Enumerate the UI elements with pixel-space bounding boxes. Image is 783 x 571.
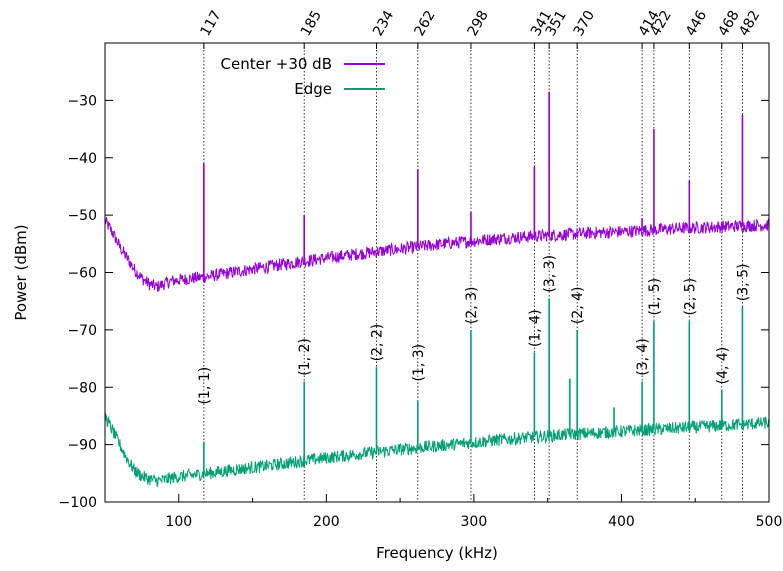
mode-label-370: (2, 4) (570, 286, 586, 324)
mode-label-422: (1, 5) (647, 278, 663, 316)
series-noise-line (104, 216, 770, 292)
y-tick-label--60: −60 (67, 266, 97, 282)
mode-label-468: (4, 4) (715, 347, 731, 385)
y-tick-label--100: −100 (59, 495, 97, 511)
mode-labels: (1, 1) (1, 2) (2, 2) (1, 3) (2, 3) (1, 4) (3, … (197, 255, 752, 405)
y-axis-title: Power (dBm) (12, 224, 30, 320)
x-tick-label-100: 100 (165, 514, 192, 530)
x-tick-label-300: 300 (461, 514, 488, 530)
legend: Center +30 dB Edge (221, 55, 385, 98)
y-tick-label--30: −30 (67, 93, 97, 109)
y-tick-label--80: −80 (67, 380, 97, 396)
mode-label-482: (3, 5) (735, 264, 751, 302)
legend-label-edge: Edge (294, 80, 332, 98)
x-tick-label-500: 500 (756, 514, 783, 530)
x-tick-label-200: 200 (313, 514, 340, 530)
mode-label-185: (1, 2) (297, 338, 313, 376)
y-tick-label--90: −90 (67, 438, 97, 454)
mode-label-414: (3, 4) (635, 338, 651, 376)
x-axis-title: Frequency (kHz) (376, 544, 498, 562)
x-tick-label-400: 400 (608, 514, 635, 530)
mode-label-234: (2, 2) (370, 324, 386, 362)
mode-label-262: (1, 3) (411, 344, 427, 382)
series-edge (104, 298, 770, 487)
mode-label-117: (1, 1) (197, 367, 213, 405)
mode-label-298: (2, 3) (464, 286, 480, 324)
mode-label-341: (1, 4) (527, 309, 543, 347)
mode-label-446: (2, 5) (682, 278, 698, 316)
series-center (104, 91, 770, 292)
series-noise-line (104, 412, 770, 487)
y-tick-label--50: −50 (67, 208, 97, 224)
series-layer (104, 91, 770, 487)
y-tick-label--40: −40 (67, 151, 97, 167)
y-tick-label--70: −70 (67, 323, 97, 339)
mode-label-351: (3, 3) (542, 255, 558, 293)
legend-label-center: Center +30 dB (221, 55, 333, 73)
